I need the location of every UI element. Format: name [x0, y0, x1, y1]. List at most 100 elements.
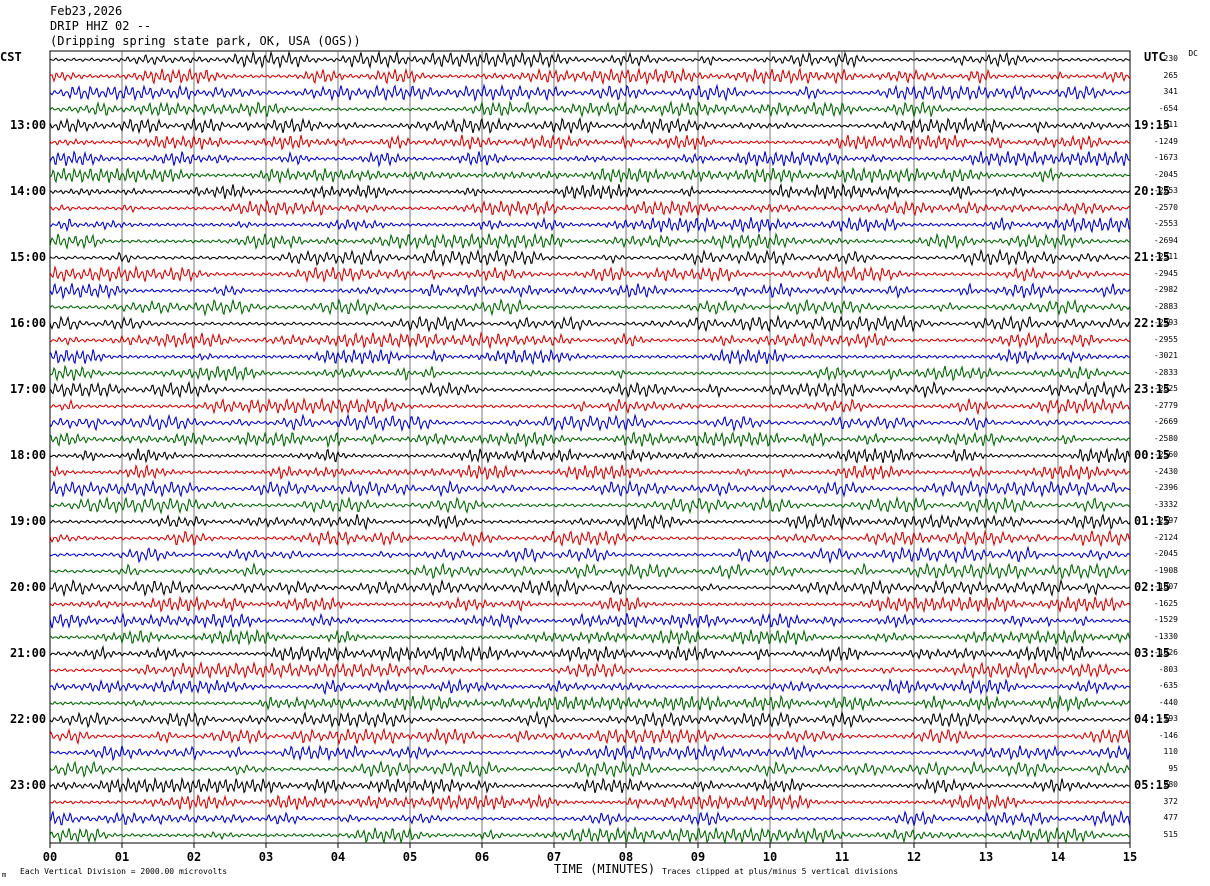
x-tick-label: 12 [907, 850, 921, 864]
trace-line [49, 529, 1131, 548]
dc-offset-label: -1908 [1153, 565, 1178, 575]
trace-line [49, 660, 1131, 680]
dc-offset-label: -2253 [1153, 186, 1178, 196]
x-tick-label: 13 [979, 850, 993, 864]
x-tick-label: 02 [187, 850, 201, 864]
trace-line [49, 628, 1131, 646]
trace-line [49, 83, 1131, 102]
dc-offset-label: -193 [1158, 714, 1178, 724]
corner-mark: m [2, 871, 7, 879]
dc-offset-label: -2396 [1153, 483, 1178, 493]
dc-offset-label: -2833 [1153, 367, 1178, 377]
header-location: (Dripping spring state park, OK, USA (OG… [50, 34, 361, 48]
dc-offset-label: -2982 [1153, 285, 1178, 295]
dc-offset-label: 230 [1163, 54, 1178, 64]
trace-line [49, 166, 1131, 185]
dc-offset-label: -2570 [1153, 202, 1178, 212]
dc-offset-label: -2430 [1153, 466, 1178, 476]
utc-hour-label: 04:15 [1134, 712, 1171, 727]
utc-hour-label: 19:15 [1134, 118, 1171, 133]
trace-line [49, 248, 1131, 268]
cst-hour-label: 20:00 [10, 580, 47, 595]
trace-line [49, 677, 1131, 696]
right-timezone-label: UTC [1144, 50, 1166, 64]
trace-line [49, 644, 1131, 663]
trace-line [49, 495, 1131, 515]
x-tick-label: 08 [619, 850, 633, 864]
dc-offset-label: -1026 [1153, 648, 1178, 658]
dc-offset-label: -1529 [1153, 615, 1178, 625]
dc-offset-label: -2945 [1153, 268, 1178, 278]
utc-hour-label: 22:15 [1134, 316, 1171, 331]
x-tick-label: 14 [1051, 850, 1065, 864]
trace-line [49, 512, 1131, 532]
dc-offset-label: -2883 [1153, 301, 1178, 311]
trace-line [49, 100, 1131, 119]
dc-offset-label: -635 [1158, 681, 1178, 691]
cst-hour-label: 18:00 [10, 448, 47, 463]
dc-offset-label: 110 [1163, 747, 1178, 757]
x-tick-label: 09 [691, 850, 705, 864]
x-tick-label: 15 [1123, 850, 1137, 864]
trace-line [49, 793, 1131, 812]
trace-line [49, 216, 1131, 234]
x-tick-label: 10 [763, 850, 777, 864]
trace-line [49, 413, 1131, 433]
dc-offset-label: -1330 [1153, 631, 1178, 641]
header-date: Feb23,2026 [50, 4, 123, 18]
cst-hour-label: 15:00 [10, 250, 47, 265]
trace-line [49, 710, 1131, 729]
dc-offset-label: -3021 [1153, 351, 1178, 361]
dc-offset-label: -2955 [1153, 334, 1178, 344]
trace-line [49, 264, 1131, 283]
trace-line [49, 612, 1131, 630]
dc-offset-label: -654 [1158, 103, 1178, 113]
trace-line [49, 199, 1131, 218]
x-tick-label: 07 [547, 850, 561, 864]
utc-hour-label: 05:15 [1134, 778, 1171, 793]
trace-line [49, 809, 1131, 828]
dc-offset-label: 372 [1163, 796, 1178, 806]
utc-hour-label: 21:15 [1134, 250, 1171, 265]
dc-offset-label: -2993 [1153, 318, 1178, 328]
trace-line [49, 331, 1131, 350]
x-tick-label: 05 [403, 850, 417, 864]
trace-line [49, 50, 1131, 70]
dc-offset-label: 95 [1168, 763, 1178, 773]
trace-line [49, 314, 1131, 333]
trace-line [49, 776, 1131, 795]
x-tick-label: 11 [835, 850, 849, 864]
trace-line [49, 397, 1131, 416]
trace-line [49, 67, 1131, 86]
trace-line [49, 232, 1131, 251]
dc-offset-label: -2825 [1153, 384, 1178, 394]
trace-line [49, 694, 1131, 713]
utc-hour-label: 00:15 [1134, 448, 1171, 463]
cst-hour-label: 16:00 [10, 316, 47, 331]
dc-offset-label: -2045 [1153, 169, 1178, 179]
trace-line [49, 431, 1131, 449]
trace-line [49, 727, 1131, 746]
dc-offset-label: -2669 [1153, 417, 1178, 427]
cst-hour-label: 21:00 [10, 646, 47, 661]
dc-offset-label: -2779 [1153, 400, 1178, 410]
dc-offset-label: -1673 [1153, 153, 1178, 163]
dc-offset-label: -2197 [1153, 516, 1178, 526]
dc-offset-label: 515 [1163, 829, 1178, 839]
trace-line [49, 282, 1131, 300]
dc-offset-label: -2911 [1153, 252, 1178, 262]
cst-hour-label: 22:00 [10, 712, 47, 727]
dc-offset-label: -2560 [1153, 450, 1178, 460]
plot-frame [49, 50, 1131, 844]
trace-line [49, 463, 1131, 481]
header-station: DRIP HHZ 02 -- [50, 19, 152, 33]
cst-hour-label: 19:00 [10, 514, 47, 529]
trace-line [49, 150, 1131, 168]
cst-hour-label: 14:00 [10, 184, 47, 199]
utc-hour-label: 02:15 [1134, 580, 1171, 595]
trace-line [49, 348, 1131, 366]
dc-offset-label: -2580 [1153, 433, 1178, 443]
dc-offset-label: -803 [1158, 664, 1178, 674]
cst-hour-label: 23:00 [10, 778, 47, 793]
